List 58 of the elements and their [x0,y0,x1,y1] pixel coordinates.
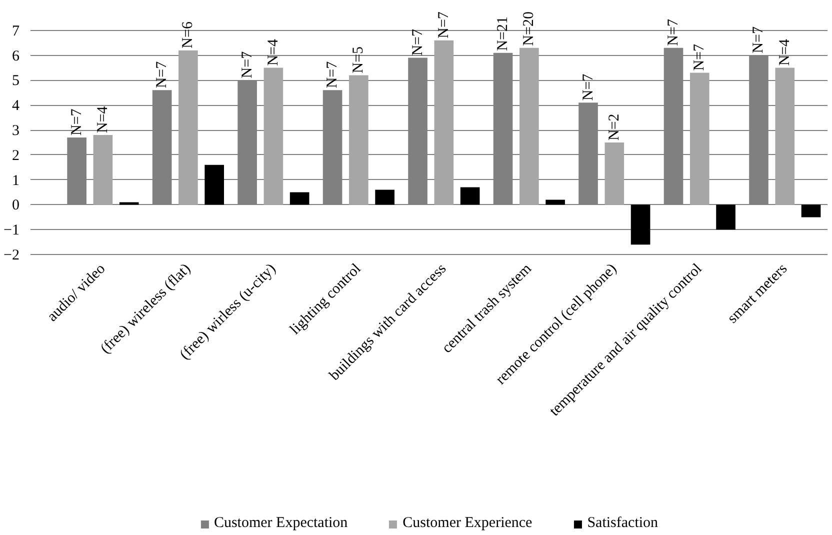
annotation: N=7 [692,43,708,71]
y-tick-label: 1 [12,172,20,189]
bar [434,40,454,205]
y-tick-label: 4 [12,98,20,114]
annotation: N=4 [776,38,793,66]
annotation: N=7 [436,11,452,38]
annotation: N=7 [324,60,341,88]
legend-label: Customer Experience [402,515,532,532]
bar [264,68,284,205]
y-tick-label: 2 [12,148,20,164]
annotation: N=6 [180,21,196,48]
annotation: N=20 [521,12,538,46]
bar [664,48,684,205]
annotation: N=7 [68,108,85,136]
bar [93,135,113,205]
bar [349,75,368,205]
bar [716,204,736,230]
legend-label: Customer Expectation [214,515,348,532]
annotation: N=7 [666,18,682,46]
y-tick-label: −2 [4,248,20,264]
annotation: N=7 [410,28,426,56]
bar [290,192,310,205]
bar [408,58,428,205]
y-tick-label: 5 [12,73,20,90]
bar [546,200,565,205]
bar [749,55,768,205]
bar [152,90,172,205]
y-tick-label: −1 [4,222,20,239]
y-tick-label: 3 [12,123,20,140]
annotation: N=21 [495,16,512,51]
bar [775,68,795,205]
bar [322,90,342,205]
annotation: N=2 [606,114,622,140]
legend-label: Satisfaction [587,515,658,532]
annotation: N=7 [154,60,170,88]
bar [67,137,86,205]
annotation: N=4 [94,106,111,134]
bar [238,80,257,205]
bar [801,204,821,218]
bar [460,187,480,205]
bar [493,52,513,205]
bar [375,190,394,205]
y-tick-label: 0 [12,198,20,214]
bar [578,102,598,205]
annotation: N=7 [750,26,767,54]
bar [690,72,710,205]
bar [204,164,224,205]
y-tick-label: 6 [12,48,20,64]
bar [630,204,650,245]
annotation: N=7 [239,50,256,78]
bar [178,50,198,205]
bar [519,48,539,205]
y-tick-label: 7 [12,23,20,40]
annotation: N=7 [580,73,596,101]
annotation: N=4 [265,38,282,66]
bar [604,142,624,205]
annotation: N=5 [350,46,367,74]
bar [119,202,139,205]
